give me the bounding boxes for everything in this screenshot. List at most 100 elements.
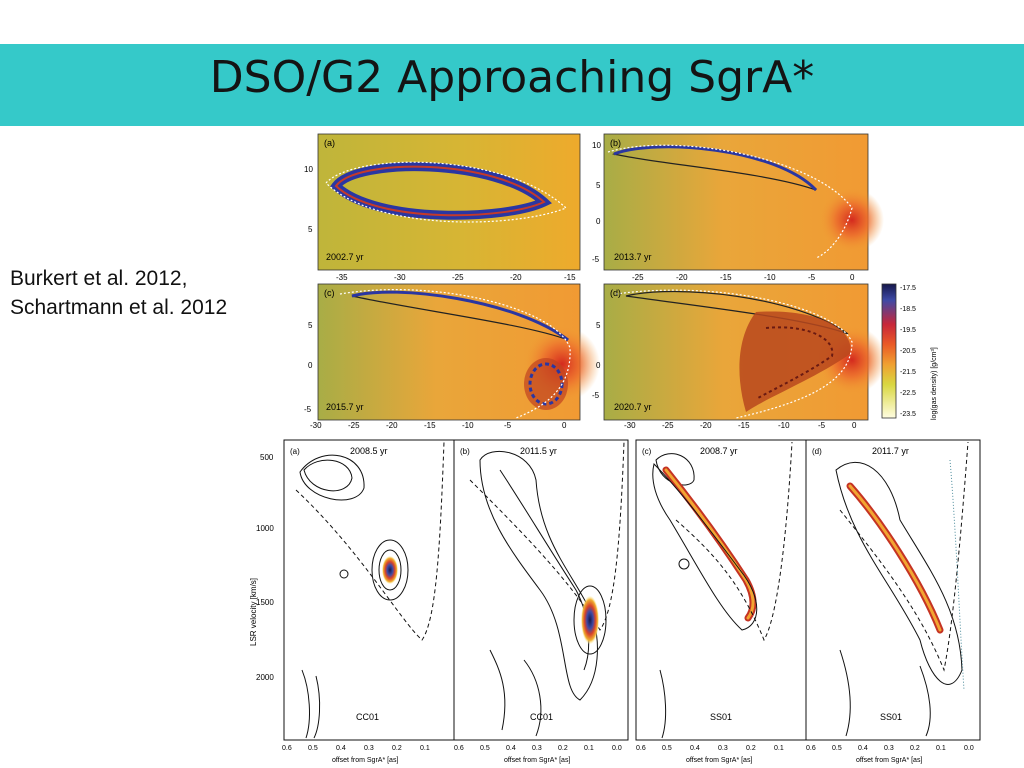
x-tick-label: -15 bbox=[564, 273, 576, 282]
y-tick-label: -5 bbox=[304, 405, 312, 414]
x-tick-label: 0.1 bbox=[774, 745, 784, 752]
sim-panel-b: (b) 2013.7 yr 10 5 0 -5 -25 -20 -15 -10 … bbox=[592, 133, 884, 282]
x-tick-label: 0.6 bbox=[282, 745, 292, 752]
title-bar bbox=[0, 44, 1024, 126]
y-tick-label: 1000 bbox=[256, 524, 274, 533]
density-colorbar: -17.5 -18.5 -19.5 -20.5 -21.5 -22.5 -23.… bbox=[881, 283, 938, 420]
panel-tag: (b) bbox=[610, 138, 621, 148]
pv-x-ticks: 0.6 0.5 0.4 0.3 0.2 0.1 0.6 0.5 0.4 0.3 … bbox=[282, 745, 974, 752]
x-tick-label: -10 bbox=[778, 421, 790, 430]
y-tick-label: 5 bbox=[596, 321, 601, 330]
x-tick-label: 0.0 bbox=[612, 745, 622, 752]
x-tick-label: -20 bbox=[510, 273, 522, 282]
x-tick-label: -35 bbox=[336, 273, 348, 282]
simulation-figure: (a) 2002.7 yr 10 5 -35 -30 -25 -20 -15 (… bbox=[304, 133, 938, 430]
colorbar-tick: -17.5 bbox=[900, 285, 916, 292]
x-tick-label: -15 bbox=[738, 421, 750, 430]
pv-panel-a: (a) 2008.5 yr CC01 bbox=[283, 439, 455, 741]
x-tick-label: 0.2 bbox=[558, 745, 568, 752]
y-tick-label: 500 bbox=[260, 453, 274, 462]
y-tick-label: 2000 bbox=[256, 673, 274, 682]
x-tick-label: -20 bbox=[386, 421, 398, 430]
y-tick-label: 1500 bbox=[256, 598, 274, 607]
x-tick-label: -15 bbox=[424, 421, 436, 430]
panel-model: SS01 bbox=[710, 712, 732, 722]
y-tick-label: 0 bbox=[596, 217, 601, 226]
x-tick-label: 0.0 bbox=[964, 745, 974, 752]
x-axis-label: offset from SgrA* [as] bbox=[332, 757, 398, 764]
x-tick-label: 0.2 bbox=[746, 745, 756, 752]
x-tick-label: 0.5 bbox=[308, 745, 318, 752]
x-tick-label: 0 bbox=[852, 421, 857, 430]
x-tick-label: -25 bbox=[348, 421, 360, 430]
x-axis-label: offset from SgrA* [as] bbox=[686, 757, 752, 764]
panel-epoch: 2002.7 yr bbox=[326, 252, 364, 262]
panel-epoch: 2011.7 yr bbox=[872, 446, 909, 456]
panel-model: SS01 bbox=[880, 712, 902, 722]
x-tick-label: -30 bbox=[624, 421, 636, 430]
x-tick-label: -5 bbox=[808, 273, 816, 282]
colorbar-tick: -18.5 bbox=[900, 306, 916, 313]
y-tick-label: 5 bbox=[308, 321, 313, 330]
x-tick-label: -10 bbox=[462, 421, 474, 430]
sim-panel-a: (a) 2002.7 yr 10 5 -35 -30 -25 -20 -15 bbox=[304, 133, 581, 282]
x-tick-label: -30 bbox=[310, 421, 322, 430]
panel-tag: (c) bbox=[642, 447, 652, 456]
panel-tag: (b) bbox=[460, 447, 470, 456]
panel-tag: (a) bbox=[290, 447, 300, 456]
colorbar-tick: -21.5 bbox=[900, 369, 916, 376]
x-tick-label: -5 bbox=[504, 421, 512, 430]
x-tick-label: 0 bbox=[562, 421, 567, 430]
x-tick-label: -25 bbox=[452, 273, 464, 282]
x-tick-label: 0.4 bbox=[506, 745, 516, 752]
x-tick-label: 0.4 bbox=[858, 745, 868, 752]
x-tick-label: 0.5 bbox=[662, 745, 672, 752]
x-tick-label: 0.6 bbox=[636, 745, 646, 752]
y-axis-label: LSR velocity [km/s] bbox=[249, 578, 258, 646]
citation-line: Schartmann et al. 2012 bbox=[10, 296, 228, 319]
x-tick-label: 0.3 bbox=[532, 745, 542, 752]
sim-panel-d: (d) 2020.7 yr 5 0 -5 -30 -25 -20 -15 -10… bbox=[592, 283, 886, 430]
pv-panel-d: (d) 2011.7 yr SS01 bbox=[805, 439, 981, 741]
colorbar-tick: -23.5 bbox=[900, 411, 916, 418]
y-tick-label: -5 bbox=[592, 391, 600, 400]
y-tick-label: 0 bbox=[596, 361, 601, 370]
panel-epoch: 2020.7 yr bbox=[614, 402, 652, 412]
panel-epoch: 2013.7 yr bbox=[614, 252, 652, 262]
panel-epoch: 2008.5 yr bbox=[350, 446, 388, 456]
x-axis-label: offset from SgrA* [as] bbox=[504, 757, 570, 764]
x-axis-label: offset from SgrA* [as] bbox=[856, 757, 922, 764]
colorbar-tick: -22.5 bbox=[900, 390, 916, 397]
x-tick-label: -20 bbox=[676, 273, 688, 282]
colorbar-label: log(gas density) [g/cm³] bbox=[931, 347, 938, 420]
x-tick-label: -25 bbox=[662, 421, 674, 430]
panel-epoch: 2015.7 yr bbox=[326, 402, 364, 412]
y-tick-label: 5 bbox=[596, 181, 601, 190]
x-tick-label: -5 bbox=[818, 421, 826, 430]
x-tick-label: -20 bbox=[700, 421, 712, 430]
pv-figure: LSR velocity [km/s] 500 1000 1500 2000 (… bbox=[249, 439, 981, 764]
pv-panel-b: (b) 2011.5 yr CC01 bbox=[453, 439, 629, 741]
panel-model: CC01 bbox=[530, 712, 553, 722]
colorbar-tick: -19.5 bbox=[900, 327, 916, 334]
y-tick-label: 0 bbox=[308, 361, 313, 370]
colorbar-tick: -20.5 bbox=[900, 348, 916, 355]
y-tick-label: 10 bbox=[304, 165, 313, 174]
panel-tag: (a) bbox=[324, 138, 335, 148]
y-tick-label: 10 bbox=[592, 141, 601, 150]
x-tick-label: 0.2 bbox=[910, 745, 920, 752]
x-tick-label: 0.5 bbox=[480, 745, 490, 752]
panel-model: CC01 bbox=[356, 712, 379, 722]
x-tick-label: 0.3 bbox=[884, 745, 894, 752]
panel-epoch: 2011.5 yr bbox=[520, 446, 557, 456]
citation-line: Burkert et al. 2012, bbox=[10, 267, 188, 290]
x-tick-label: -25 bbox=[632, 273, 644, 282]
x-tick-label: 0.4 bbox=[690, 745, 700, 752]
panel-tag: (c) bbox=[324, 288, 335, 298]
x-tick-label: -15 bbox=[720, 273, 732, 282]
citation: Burkert et al. 2012, Schartmann et al. 2… bbox=[10, 264, 227, 322]
x-tick-label: -10 bbox=[764, 273, 776, 282]
x-tick-label: 0.1 bbox=[420, 745, 430, 752]
x-tick-label: 0.6 bbox=[454, 745, 464, 752]
panel-tag: (d) bbox=[812, 447, 822, 456]
